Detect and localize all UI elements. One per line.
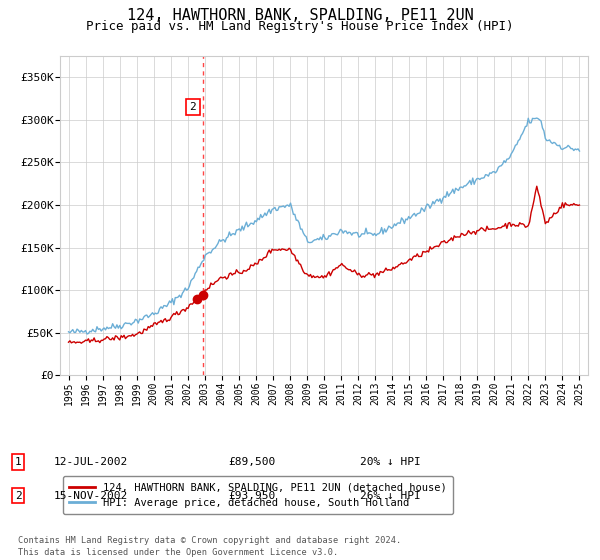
Text: 1: 1 (14, 457, 22, 467)
Text: 15-NOV-2002: 15-NOV-2002 (54, 491, 128, 501)
Text: Price paid vs. HM Land Registry's House Price Index (HPI): Price paid vs. HM Land Registry's House … (86, 20, 514, 32)
Text: £93,950: £93,950 (228, 491, 275, 501)
Text: £89,500: £89,500 (228, 457, 275, 467)
Text: 2: 2 (190, 102, 196, 112)
Legend: 124, HAWTHORN BANK, SPALDING, PE11 2UN (detached house), HPI: Average price, det: 124, HAWTHORN BANK, SPALDING, PE11 2UN (… (62, 476, 453, 514)
Text: Contains HM Land Registry data © Crown copyright and database right 2024.
This d: Contains HM Land Registry data © Crown c… (18, 536, 401, 557)
Text: 2: 2 (14, 491, 22, 501)
Text: 124, HAWTHORN BANK, SPALDING, PE11 2UN: 124, HAWTHORN BANK, SPALDING, PE11 2UN (127, 8, 473, 24)
Text: 26% ↓ HPI: 26% ↓ HPI (360, 491, 421, 501)
Text: 20% ↓ HPI: 20% ↓ HPI (360, 457, 421, 467)
Text: 12-JUL-2002: 12-JUL-2002 (54, 457, 128, 467)
